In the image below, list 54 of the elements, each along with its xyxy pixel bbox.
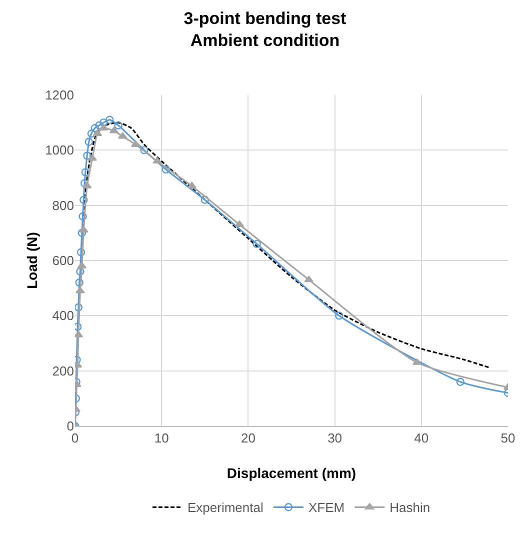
- chart-title: 3-point bending test Ambient condition: [184, 9, 347, 50]
- point: [75, 330, 84, 338]
- point: [114, 121, 122, 130]
- point: [252, 240, 261, 248]
- point: [78, 228, 86, 238]
- x-tick-label: 10: [154, 430, 169, 446]
- point: [200, 196, 209, 204]
- point: [109, 126, 119, 134]
- point: [88, 154, 97, 161]
- legend-label: XFEM: [308, 500, 345, 516]
- point: [80, 196, 88, 204]
- y-tick-label: 1200: [45, 88, 74, 103]
- x-tick-label: 40: [414, 430, 429, 446]
- point: [76, 267, 84, 276]
- x-tick-label: 50: [500, 430, 516, 446]
- point: [187, 182, 197, 188]
- point: [78, 212, 87, 220]
- point: [140, 146, 148, 154]
- point: [118, 132, 128, 139]
- point: [106, 116, 114, 124]
- y-axis-title: Load (N): [24, 232, 40, 289]
- y-tick-label: 200: [52, 363, 74, 378]
- point: [75, 303, 83, 312]
- point: [412, 358, 422, 365]
- point: [83, 152, 92, 160]
- point: [75, 278, 84, 287]
- y-tick-label: 400: [52, 308, 74, 324]
- point: [99, 118, 108, 127]
- point: [75, 322, 82, 331]
- point: [87, 130, 96, 138]
- point: [79, 226, 88, 233]
- x-tick-label: 30: [328, 430, 342, 446]
- point: [456, 378, 464, 386]
- point: [304, 276, 314, 282]
- point: [81, 168, 90, 176]
- point: [84, 138, 93, 146]
- y-tick-label: 600: [52, 253, 74, 268]
- point: [152, 157, 162, 164]
- point: [162, 165, 170, 174]
- legend-label: Experimental: [188, 500, 264, 516]
- y-tick-label: 0: [66, 418, 74, 434]
- y-tick-label: 1000: [45, 142, 74, 158]
- legend-label: Hashin: [390, 500, 430, 516]
- y-tick-label: 800: [52, 198, 74, 213]
- point: [82, 182, 92, 188]
- point: [76, 286, 85, 294]
- x-tick-label: 20: [240, 430, 256, 446]
- point: [335, 312, 344, 320]
- point: [90, 124, 100, 132]
- point: [80, 179, 89, 188]
- x-axis-title: Displacement (mm): [226, 465, 356, 481]
- point: [76, 248, 86, 256]
- point: [95, 121, 104, 130]
- point: [77, 262, 87, 268]
